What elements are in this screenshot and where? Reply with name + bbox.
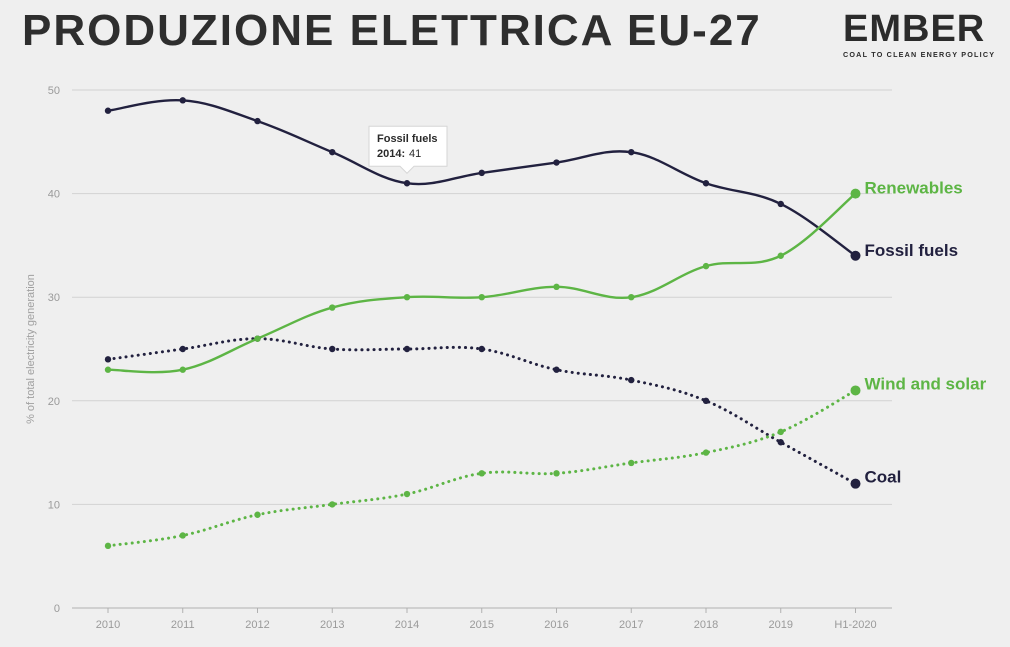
series-label-wind-and-solar: Wind and solar bbox=[865, 374, 987, 393]
x-tick-label: 2016 bbox=[544, 619, 568, 631]
tooltip-value: 41 bbox=[409, 148, 421, 160]
data-point-fossil-fuels[interactable] bbox=[777, 200, 784, 208]
data-point-fossil-fuels[interactable] bbox=[702, 180, 710, 187]
data-point-coal[interactable] bbox=[179, 345, 186, 353]
data-point-coal[interactable] bbox=[104, 356, 112, 363]
y-tick-label: 30 bbox=[48, 292, 60, 304]
x-tick-label: 2010 bbox=[96, 619, 120, 631]
x-tick-label: 2013 bbox=[320, 619, 344, 631]
series-label-renewables: Renewables bbox=[865, 179, 963, 198]
data-point-renewables[interactable] bbox=[104, 366, 112, 373]
x-tick-label: 2014 bbox=[395, 619, 419, 631]
series-lines bbox=[106, 98, 857, 548]
x-tick-label: H1-2020 bbox=[834, 619, 876, 631]
ember-logo: EMBER COAL TO CLEAN ENERGY POLICY bbox=[843, 8, 1003, 59]
data-point-fossil-fuels[interactable] bbox=[179, 97, 186, 104]
tooltip-series-name: Fossil fuels bbox=[377, 133, 438, 145]
x-tick-label: 2011 bbox=[171, 619, 195, 631]
y-axis: 0 10 20 30 40 50 bbox=[48, 85, 60, 615]
tooltip-category: 2014: bbox=[377, 148, 405, 160]
series-line-fossil-fuels bbox=[106, 98, 857, 257]
y-tick-label: 0 bbox=[54, 603, 60, 615]
x-tick-label: 2017 bbox=[619, 619, 643, 631]
y-tick-label: 50 bbox=[48, 85, 60, 97]
data-point-renewables[interactable] bbox=[329, 304, 336, 311]
data-points bbox=[104, 97, 861, 550]
data-point-wind-and-solar[interactable] bbox=[777, 428, 784, 436]
series-line-coal bbox=[106, 337, 857, 486]
series-line-wind-and-solar bbox=[106, 388, 857, 548]
data-point-renewables[interactable] bbox=[628, 294, 635, 301]
data-point-renewables[interactable] bbox=[403, 294, 411, 301]
data-point-renewables[interactable] bbox=[702, 262, 710, 270]
data-point-coal[interactable] bbox=[553, 366, 560, 373]
y-axis-label: % of total electricity generation bbox=[25, 274, 37, 424]
x-tick-label: 2015 bbox=[470, 619, 494, 631]
x-tick-label: 2012 bbox=[245, 619, 269, 631]
x-tick-label: 2018 bbox=[694, 619, 718, 631]
data-point-renewables[interactable] bbox=[179, 366, 186, 373]
x-axis: 2010 2011 2012 2013 2014 2015 2016 2017 2018 2019… bbox=[96, 608, 877, 631]
data-point-coal[interactable] bbox=[702, 397, 710, 404]
tooltip-box bbox=[368, 125, 448, 174]
data-point-fossil-fuels[interactable] bbox=[553, 159, 560, 166]
logo-tagline: COAL TO CLEAN ENERGY POLICY bbox=[843, 50, 996, 59]
data-point-renewables[interactable] bbox=[850, 188, 861, 199]
data-point-fossil-fuels[interactable] bbox=[329, 148, 336, 156]
data-point-wind-and-solar[interactable] bbox=[478, 470, 485, 477]
data-point-coal[interactable] bbox=[329, 345, 336, 353]
data-point-wind-and-solar[interactable] bbox=[850, 385, 861, 396]
data-point-fossil-fuels[interactable] bbox=[254, 117, 261, 125]
y-tick-label: 10 bbox=[48, 499, 60, 511]
data-point-renewables[interactable] bbox=[777, 252, 784, 259]
data-point-coal[interactable] bbox=[850, 478, 861, 489]
y-tick-label: 20 bbox=[48, 396, 60, 408]
data-point-wind-and-solar[interactable] bbox=[254, 511, 261, 518]
series-label-coal: Coal bbox=[865, 468, 902, 487]
data-point-coal[interactable] bbox=[478, 345, 485, 353]
data-point-wind-and-solar[interactable] bbox=[179, 532, 186, 539]
page-title: PRODUZIONE ELETTRICA EU-27 bbox=[22, 6, 762, 55]
data-point-wind-and-solar[interactable] bbox=[553, 470, 560, 477]
data-point-fossil-fuels[interactable] bbox=[104, 107, 112, 114]
data-point-coal[interactable] bbox=[403, 345, 411, 353]
data-point-renewables[interactable] bbox=[478, 294, 485, 301]
data-point-renewables[interactable] bbox=[553, 283, 560, 291]
tooltip: Fossil fuels 2014: 41 bbox=[368, 125, 448, 174]
data-point-fossil-fuels[interactable] bbox=[478, 169, 485, 177]
series-label-fossil-fuels: Fossil fuels bbox=[865, 241, 959, 260]
series-line-renewables bbox=[106, 192, 857, 374]
data-point-wind-and-solar[interactable] bbox=[104, 542, 112, 550]
data-point-wind-and-solar[interactable] bbox=[403, 490, 411, 498]
data-point-wind-and-solar[interactable] bbox=[628, 459, 635, 467]
data-point-renewables[interactable] bbox=[254, 335, 261, 342]
data-point-coal[interactable] bbox=[628, 376, 635, 384]
data-point-fossil-fuels[interactable] bbox=[403, 180, 411, 187]
data-point-coal[interactable] bbox=[777, 439, 784, 446]
data-point-wind-and-solar[interactable] bbox=[329, 501, 336, 508]
series-end-labels: Coal Wind and solar Fossil fuels Renewables bbox=[865, 179, 987, 487]
data-point-fossil-fuels[interactable] bbox=[628, 148, 635, 156]
y-tick-label: 40 bbox=[48, 189, 60, 201]
x-tick-label: 2019 bbox=[769, 619, 793, 631]
data-point-wind-and-solar[interactable] bbox=[702, 449, 710, 456]
data-point-fossil-fuels[interactable] bbox=[850, 250, 861, 261]
logo-wordmark: EMBER bbox=[843, 8, 986, 50]
